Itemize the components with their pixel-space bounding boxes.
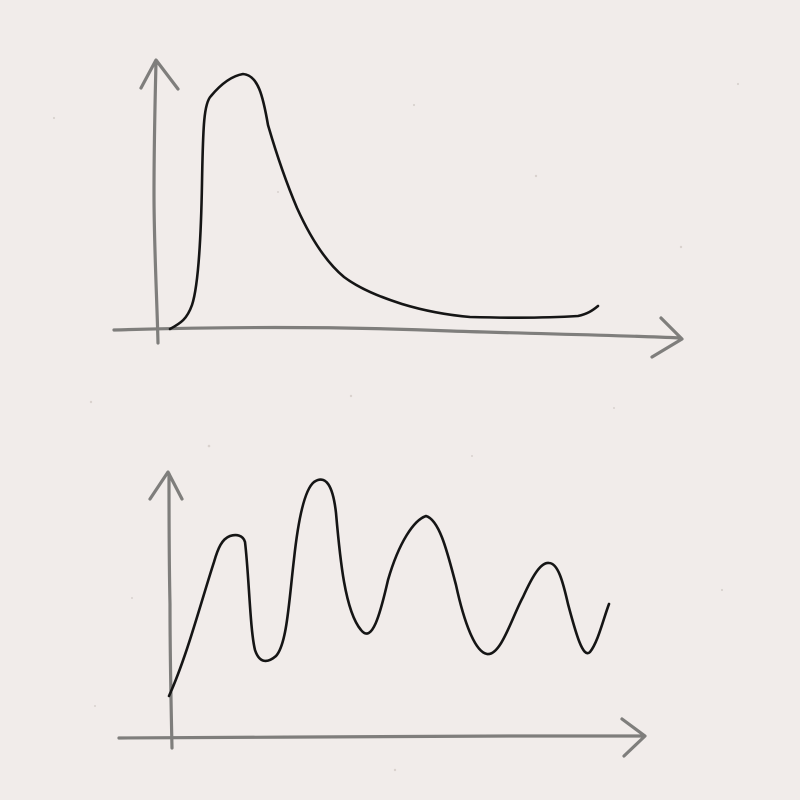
top-x-axis-arrowhead: [650, 316, 684, 359]
paper-texture: [52, 82, 740, 772]
top-x-axis: [112, 325, 682, 340]
top-y-axis: [152, 60, 160, 345]
bottom-x-axis: [117, 734, 645, 740]
top-y-axis-arrowhead: [139, 58, 180, 91]
bottom-wave-curve: [167, 478, 611, 698]
bottom-graph: [117, 470, 647, 758]
top-peak-curve: [168, 72, 600, 331]
top-graph: [112, 58, 684, 359]
bottom-x-axis-arrowhead: [620, 717, 647, 758]
bottom-y-axis-arrowhead: [148, 470, 184, 501]
bottom-y-axis: [167, 472, 174, 750]
